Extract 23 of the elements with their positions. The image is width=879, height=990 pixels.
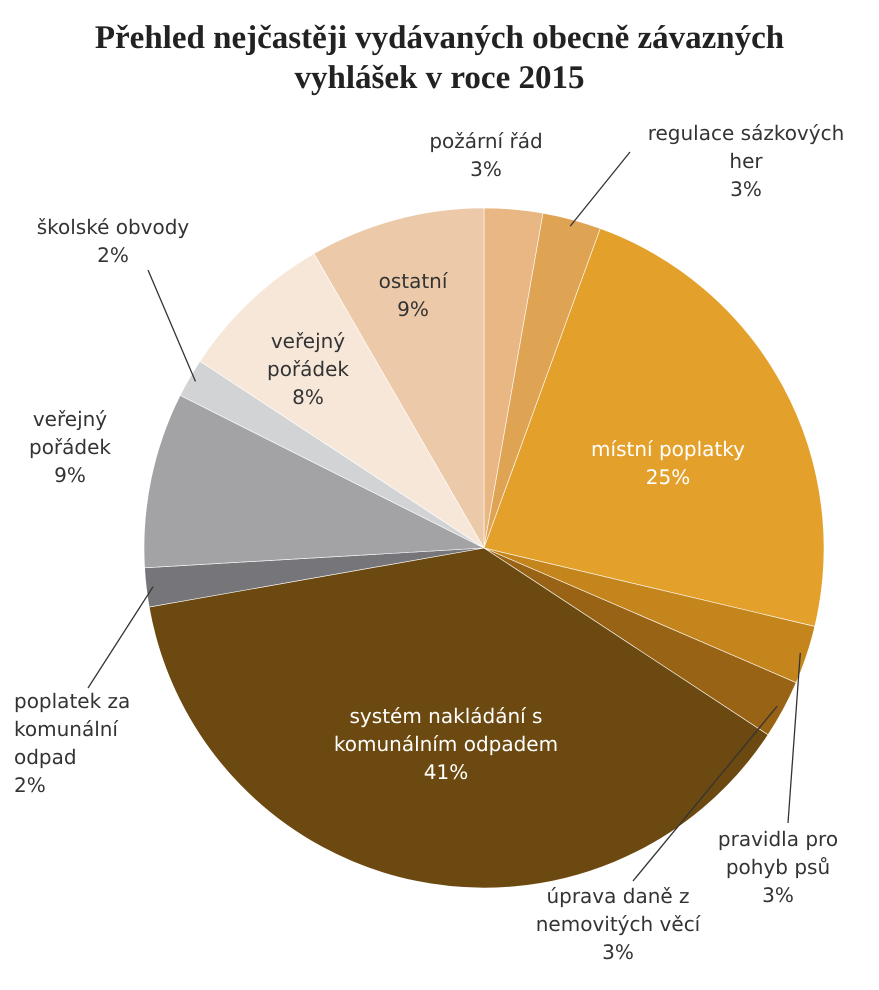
data-label: 2% <box>14 773 46 797</box>
slice-label: školské obvody <box>36 215 190 239</box>
slice-label: ostatní <box>378 269 449 293</box>
slice-label: poplatek za komunální odpad <box>14 689 130 769</box>
data-label: 25% <box>646 465 690 489</box>
data-label: 8% <box>292 385 324 409</box>
chart-title: Přehled nejčastěji vydávaných obecně závazných vyhlášek v roce 2015 <box>94 20 784 96</box>
slice-label: veřejný pořádek <box>267 329 350 381</box>
slice-label: místní poplatky <box>591 437 746 461</box>
data-label: 3% <box>602 940 634 964</box>
slice-label: systém nakládání s komunálním odpadem <box>334 704 558 756</box>
data-label: 3% <box>762 883 794 907</box>
data-label: 3% <box>730 177 762 201</box>
data-label: 3% <box>470 157 502 181</box>
slice-label: veřejný pořádek <box>29 407 112 459</box>
data-label: 41% <box>424 760 468 784</box>
data-label: 9% <box>397 297 429 321</box>
slice-label: požární řád <box>429 129 543 153</box>
slice-label: úprava daně z nemovitých věcí <box>536 884 702 936</box>
slice-label: pravidla pro pohyb psů <box>718 827 838 879</box>
slice-label: regulace sázkových her <box>648 121 844 173</box>
data-label: 2% <box>97 243 129 267</box>
data-label: 9% <box>54 463 86 487</box>
